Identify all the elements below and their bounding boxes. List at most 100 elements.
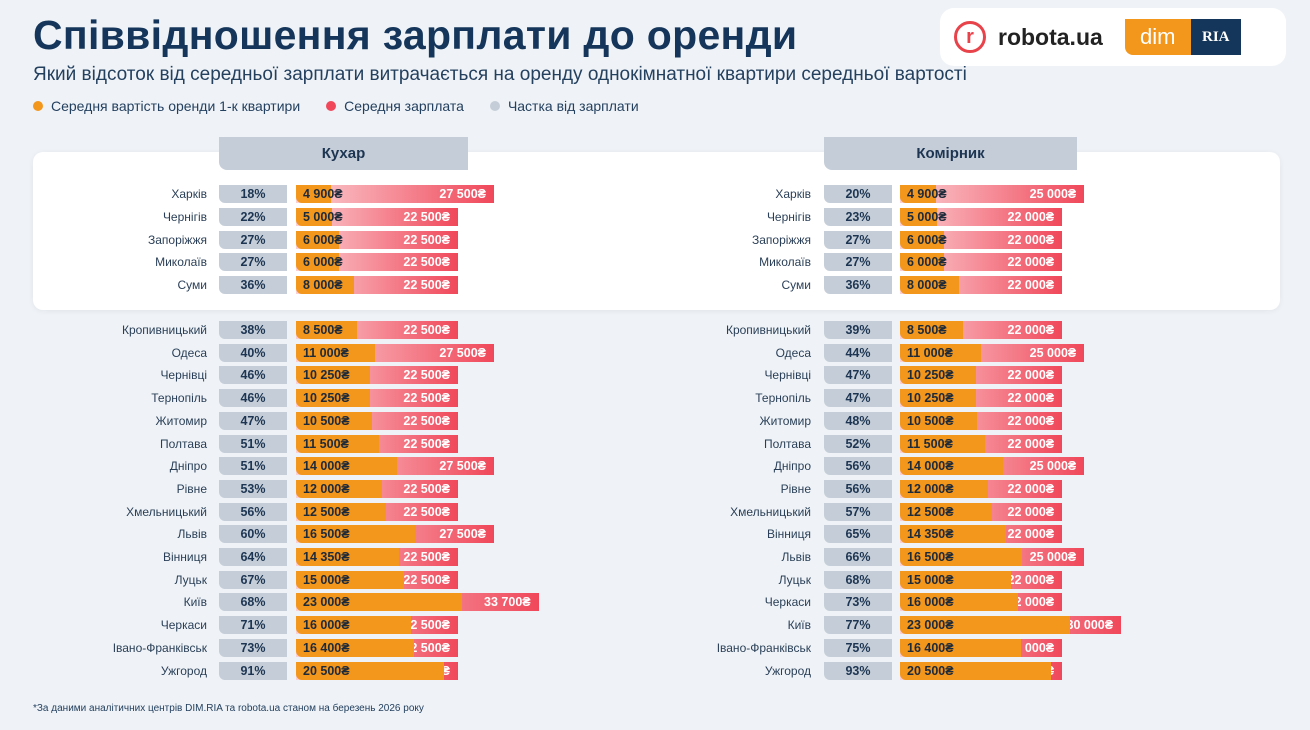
city-label: Харків: [0, 185, 207, 203]
rent-label: 15 000₴: [907, 572, 954, 587]
city-label: Полтава: [0, 435, 811, 453]
robota-logo: robota.ua: [998, 23, 1103, 50]
share-badge: 40%: [219, 343, 287, 362]
city-name: Миколаїв: [759, 255, 811, 270]
rent-bar: 16 000₴: [900, 593, 1018, 612]
share-badge: 27%: [219, 230, 287, 249]
rent-bar: 12 500₴: [296, 502, 386, 521]
salary-label: 22 500₴: [403, 278, 450, 293]
share-badge: 18%: [219, 185, 287, 203]
city-label: Миколаїв: [0, 253, 207, 271]
salary-label: 22 000₴: [1007, 436, 1055, 451]
salary-label: 22 500₴: [403, 504, 450, 519]
salary-label: 22 500₴: [403, 436, 450, 451]
rent-bar: 10 250₴: [296, 366, 370, 385]
rent-label: 10 500₴: [907, 413, 954, 428]
share-badge: 38%: [219, 321, 287, 339]
share-badge: 77%: [824, 616, 892, 635]
salary-label: 22 000₴: [1007, 527, 1055, 542]
city-name: Львів: [177, 527, 207, 542]
share-badge: 52%: [824, 434, 892, 453]
rent-label: 11 500₴: [303, 436, 349, 451]
salary-label: 22 000₴: [1007, 481, 1055, 496]
city-name: Кропивницький: [725, 323, 811, 337]
rent-bar: 11 000₴: [296, 343, 376, 362]
rent-bar: 20 500₴: [900, 661, 1052, 680]
share-badge: 71%: [219, 616, 287, 635]
share-badge: 57%: [824, 502, 892, 521]
rent-bar: 10 250₴: [296, 389, 370, 408]
rent-label: 16 500₴: [303, 527, 350, 542]
rent-bar: 6 000₴: [296, 230, 343, 249]
share-badge: 36%: [219, 276, 287, 295]
salary-label: 22 500₴: [403, 413, 450, 428]
salary-label: 22 000₴: [1007, 368, 1055, 383]
share-badge: 91%: [219, 661, 287, 680]
salary-label: 22 000₴: [1007, 278, 1055, 293]
rent-bar: 5 000₴: [296, 207, 343, 226]
city-name: Черкаси: [160, 618, 207, 633]
city-name: Кропивницький: [121, 323, 207, 337]
salary-label: 22 500₴: [403, 640, 450, 655]
rent-bar: 10 250₴: [900, 366, 976, 385]
rent-bar: 20 500₴: [296, 661, 444, 680]
salary-label: 27 500₴: [439, 345, 486, 360]
rent-label: 14 000₴: [907, 459, 954, 474]
city-label: Луцьк: [0, 571, 207, 589]
city-name: Хмельницький: [126, 504, 207, 519]
rent-label: 4 900₴: [303, 187, 343, 201]
share-badge: 64%: [219, 548, 287, 566]
share-badge: 65%: [824, 525, 892, 544]
share-badge: 51%: [219, 457, 287, 476]
city-name: Хмельницький: [730, 504, 811, 519]
salary-label: 22 000₴: [1007, 209, 1055, 224]
share-badge: 47%: [219, 411, 287, 430]
rent-bar: 10 500₴: [900, 411, 978, 430]
city-name: Тернопіль: [151, 391, 207, 406]
city-name: Полтава: [764, 436, 811, 451]
city-label: Львів: [0, 548, 811, 566]
rent-bar: 23 000₴: [900, 616, 1070, 635]
rent-bar: 16 000₴: [296, 616, 412, 635]
city-name: Суми: [177, 278, 207, 293]
share-badge: 48%: [824, 411, 892, 430]
rent-bar: 16 500₴: [900, 548, 1022, 566]
rent-label: 12 000₴: [303, 481, 350, 496]
city-name: Дніпро: [773, 459, 811, 474]
rent-bar: 11 500₴: [900, 434, 985, 453]
rent-bar: 4 900₴: [296, 185, 343, 203]
rent-label: 11 000₴: [303, 345, 349, 360]
rent-label: 11 000₴: [907, 345, 953, 360]
city-label: Чернігів: [0, 208, 811, 226]
rent-label: 10 250₴: [303, 368, 350, 383]
city-name: Ужгород: [160, 663, 207, 678]
rent-bar: 11 000₴: [900, 343, 982, 362]
city-name: Одеса: [171, 345, 207, 360]
rent-label: 6 000₴: [303, 232, 343, 247]
city-label: Чернівці: [0, 366, 811, 384]
rent-label: 4 900₴: [907, 187, 947, 201]
share-badge: 46%: [219, 389, 287, 408]
share-badge: 68%: [219, 593, 287, 612]
share-badge: 27%: [824, 230, 892, 249]
rent-bar: 12 500₴: [900, 502, 993, 521]
city-name: Ужгород: [764, 663, 811, 678]
rent-bar: 15 000₴: [900, 570, 1011, 589]
salary-bar: 22 000₴: [900, 207, 1063, 226]
city-label: Ужгород: [0, 662, 811, 680]
rent-bar: 8 000₴: [900, 276, 959, 295]
rent-label: 10 250₴: [303, 391, 350, 406]
rent-label: 12 000₴: [907, 481, 954, 496]
salary-bar: 22 500₴: [296, 207, 458, 226]
orange-dot-icon: [33, 101, 43, 111]
rent-bar: 12 000₴: [296, 479, 383, 498]
share-badge: 39%: [824, 321, 892, 339]
share-badge: 68%: [824, 570, 892, 589]
city-label: Черкаси: [0, 593, 811, 611]
rent-label: 5 000₴: [303, 209, 343, 224]
salary-label: 22 000₴: [1007, 504, 1055, 519]
legend-label: Середня зарплата: [344, 98, 464, 114]
city-label: Житомир: [0, 412, 207, 430]
rent-label: 10 250₴: [907, 368, 954, 383]
footnote: *За даними аналітичних центрів DIM.RIA т…: [33, 703, 424, 714]
